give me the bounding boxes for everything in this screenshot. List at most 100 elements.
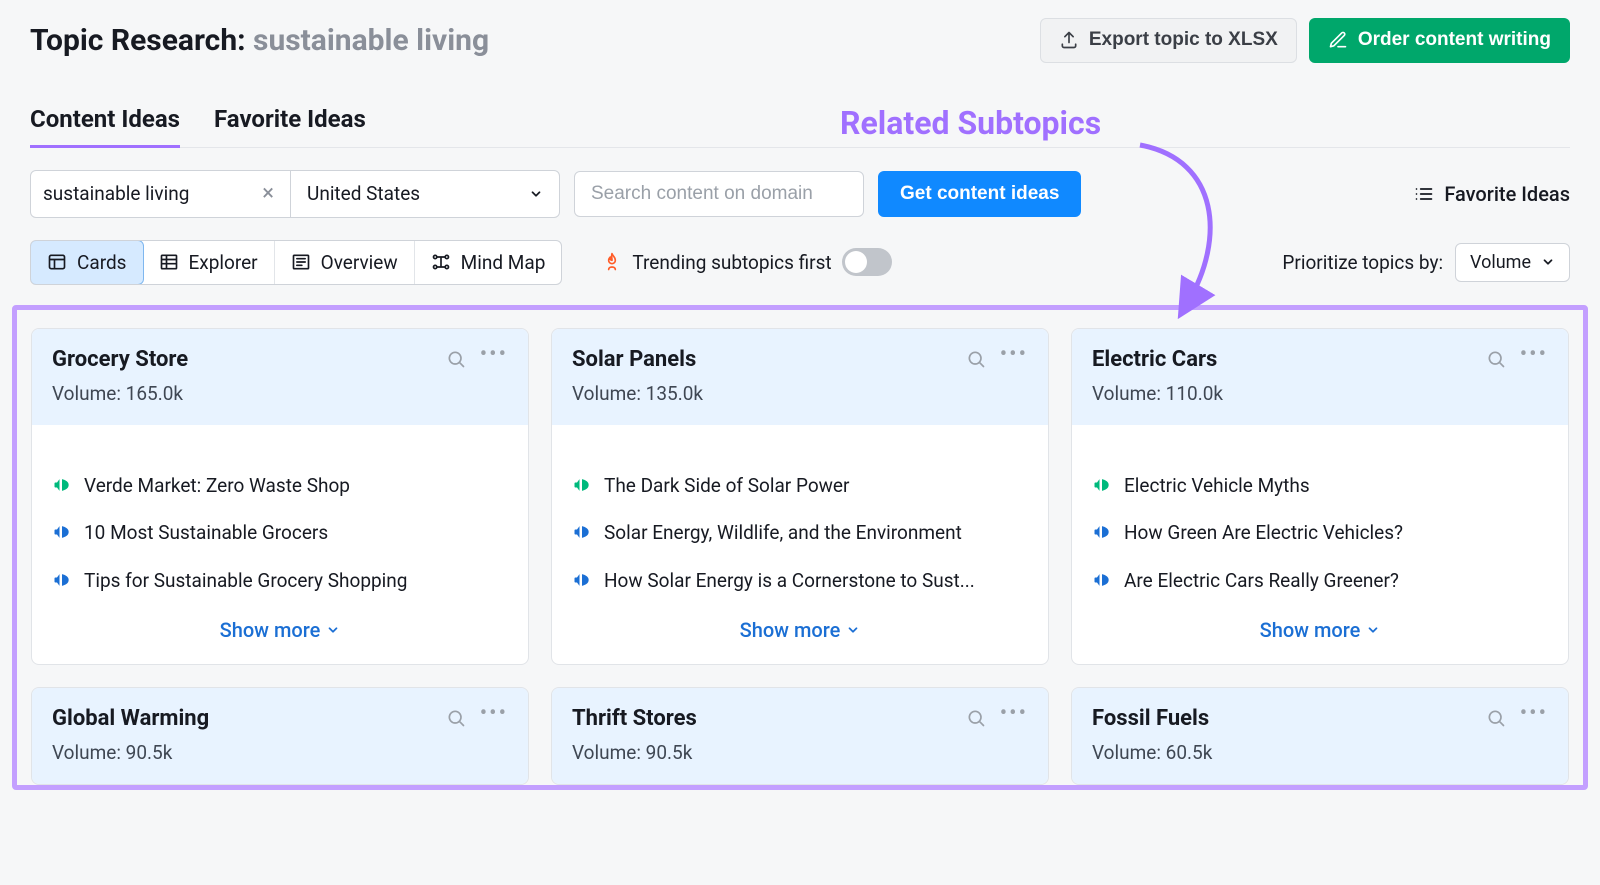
subtopic-card[interactable]: Grocery Store ••• Volume: 165.0k Verde M… [31, 328, 529, 665]
get-ideas-button[interactable]: Get content ideas [878, 171, 1081, 217]
more-icon[interactable]: ••• [1520, 708, 1548, 728]
search-icon[interactable] [446, 349, 466, 369]
clear-topic-icon[interactable]: × [258, 181, 278, 206]
page-title: Topic Research: sustainable living [30, 23, 489, 58]
megaphone-icon [572, 570, 592, 590]
headline-item[interactable]: Tips for Sustainable Grocery Shopping [52, 568, 508, 594]
more-icon[interactable]: ••• [480, 349, 508, 369]
tab-favorite-ideas[interactable]: Favorite Ideas [214, 105, 366, 147]
more-icon[interactable]: ••• [1520, 349, 1548, 369]
view-explorer-label: Explorer [189, 251, 258, 274]
headline-item[interactable]: 10 Most Sustainable Grocers [52, 520, 508, 546]
prioritize-group: Prioritize topics by: Volume [1282, 243, 1570, 282]
search-icon[interactable] [1486, 349, 1506, 369]
overview-icon [291, 252, 311, 272]
headline-text: How Solar Energy is a Cornerstone to Sus… [604, 568, 975, 594]
annotation-arrow-icon [1130, 130, 1270, 320]
megaphone-icon [572, 522, 592, 542]
chevron-down-icon [846, 623, 860, 637]
search-icon[interactable] [446, 708, 466, 728]
headline-item[interactable]: The Dark Side of Solar Power [572, 473, 1028, 499]
edit-icon [1328, 30, 1348, 50]
trending-toggle[interactable] [842, 248, 892, 276]
subtopic-card[interactable]: Thrift Stores ••• Volume: 90.5k [551, 687, 1049, 785]
prioritize-value: Volume [1470, 252, 1531, 273]
card-title: Thrift Stores [572, 706, 966, 731]
domain-search-input[interactable] [574, 171, 864, 217]
card-header: Grocery Store ••• Volume: 165.0k [32, 329, 528, 425]
subtopic-card[interactable]: Global Warming ••• Volume: 90.5k [31, 687, 529, 785]
view-segmented: Cards Explorer Overview Mind Map [30, 240, 562, 285]
headline-item[interactable]: Solar Energy, Wildlife, and the Environm… [572, 520, 1028, 546]
card-volume: Volume: 110.0k [1092, 382, 1548, 405]
headline-item[interactable]: Are Electric Cars Really Greener? [1092, 568, 1548, 594]
show-more-link[interactable]: Show more [740, 618, 861, 642]
card-volume: Volume: 90.5k [572, 741, 1028, 764]
headline-item[interactable]: How Green Are Electric Vehicles? [1092, 520, 1548, 546]
headline-text: Are Electric Cars Really Greener? [1124, 568, 1399, 594]
favorite-ideas-link[interactable]: Favorite Ideas [1414, 182, 1570, 206]
country-value: United States [307, 182, 420, 205]
card-header: Global Warming ••• Volume: 90.5k [32, 688, 528, 784]
topic-input[interactable]: sustainable living × [31, 171, 291, 217]
subtopic-card[interactable]: Fossil Fuels ••• Volume: 60.5k [1071, 687, 1569, 785]
headline-text: The Dark Side of Solar Power [604, 473, 849, 499]
show-more-link[interactable]: Show more [220, 618, 341, 642]
subtopic-card[interactable]: Solar Panels ••• Volume: 135.0k The Dark… [551, 328, 1049, 665]
list-icon [1414, 184, 1434, 204]
card-volume: Volume: 165.0k [52, 382, 508, 405]
megaphone-icon [52, 570, 72, 590]
export-button[interactable]: Export topic to XLSX [1040, 18, 1297, 63]
view-cards-label: Cards [77, 251, 127, 274]
megaphone-icon [52, 475, 72, 495]
cards-icon [47, 252, 67, 272]
megaphone-icon [1092, 522, 1112, 542]
headline-text: Tips for Sustainable Grocery Shopping [84, 568, 407, 594]
view-cards[interactable]: Cards [30, 240, 144, 285]
topic-value: sustainable living [43, 182, 189, 205]
topic-country-group: sustainable living × United States [30, 170, 560, 218]
more-icon[interactable]: ••• [1000, 708, 1028, 728]
explorer-icon [159, 252, 179, 272]
page-title-prefix: Topic Research: [30, 23, 253, 58]
show-more-link[interactable]: Show more [1260, 618, 1381, 642]
page-title-query: sustainable living [253, 23, 489, 58]
header-actions: Export topic to XLSX Order content writi… [1040, 18, 1570, 63]
order-content-button[interactable]: Order content writing [1309, 18, 1570, 63]
trending-label: Trending subtopics first [632, 251, 831, 274]
card-volume: Volume: 90.5k [52, 741, 508, 764]
upload-icon [1059, 30, 1079, 50]
megaphone-icon [1092, 475, 1112, 495]
more-icon[interactable]: ••• [480, 708, 508, 728]
search-icon[interactable] [966, 349, 986, 369]
card-title: Electric Cars [1092, 347, 1486, 372]
trending-toggle-group: Trending subtopics first [602, 248, 891, 276]
cards-grid: Grocery Store ••• Volume: 165.0k Verde M… [31, 328, 1569, 785]
card-body: Electric Vehicle Myths How Green Are Ele… [1072, 425, 1568, 608]
tabs: Content Ideas Favorite Ideas [30, 105, 1570, 148]
headline-text: Solar Energy, Wildlife, and the Environm… [604, 520, 962, 546]
tab-content-ideas[interactable]: Content Ideas [30, 105, 180, 147]
view-explorer[interactable]: Explorer [143, 241, 275, 284]
filter-row: sustainable living × United States Get c… [30, 170, 1570, 218]
headline-item[interactable]: Electric Vehicle Myths [1092, 473, 1548, 499]
export-label: Export topic to XLSX [1089, 29, 1278, 52]
card-footer: Show more [1072, 608, 1568, 664]
search-icon[interactable] [966, 708, 986, 728]
headline-item[interactable]: Verde Market: Zero Waste Shop [52, 473, 508, 499]
search-icon[interactable] [1486, 708, 1506, 728]
prioritize-select[interactable]: Volume [1455, 243, 1570, 282]
subtopic-card[interactable]: Electric Cars ••• Volume: 110.0k Electri… [1071, 328, 1569, 665]
view-overview[interactable]: Overview [275, 241, 415, 284]
headline-text: Verde Market: Zero Waste Shop [84, 473, 350, 499]
card-body: The Dark Side of Solar Power Solar Energ… [552, 425, 1048, 608]
view-mindmap[interactable]: Mind Map [415, 241, 562, 284]
card-footer: Show more [32, 608, 528, 664]
more-icon[interactable]: ••• [1000, 349, 1028, 369]
country-select[interactable]: United States [291, 171, 559, 217]
headline-item[interactable]: How Solar Energy is a Cornerstone to Sus… [572, 568, 1028, 594]
favorite-link-label: Favorite Ideas [1444, 182, 1570, 206]
chevron-down-icon [326, 623, 340, 637]
view-overview-label: Overview [321, 251, 398, 274]
card-title: Global Warming [52, 706, 446, 731]
